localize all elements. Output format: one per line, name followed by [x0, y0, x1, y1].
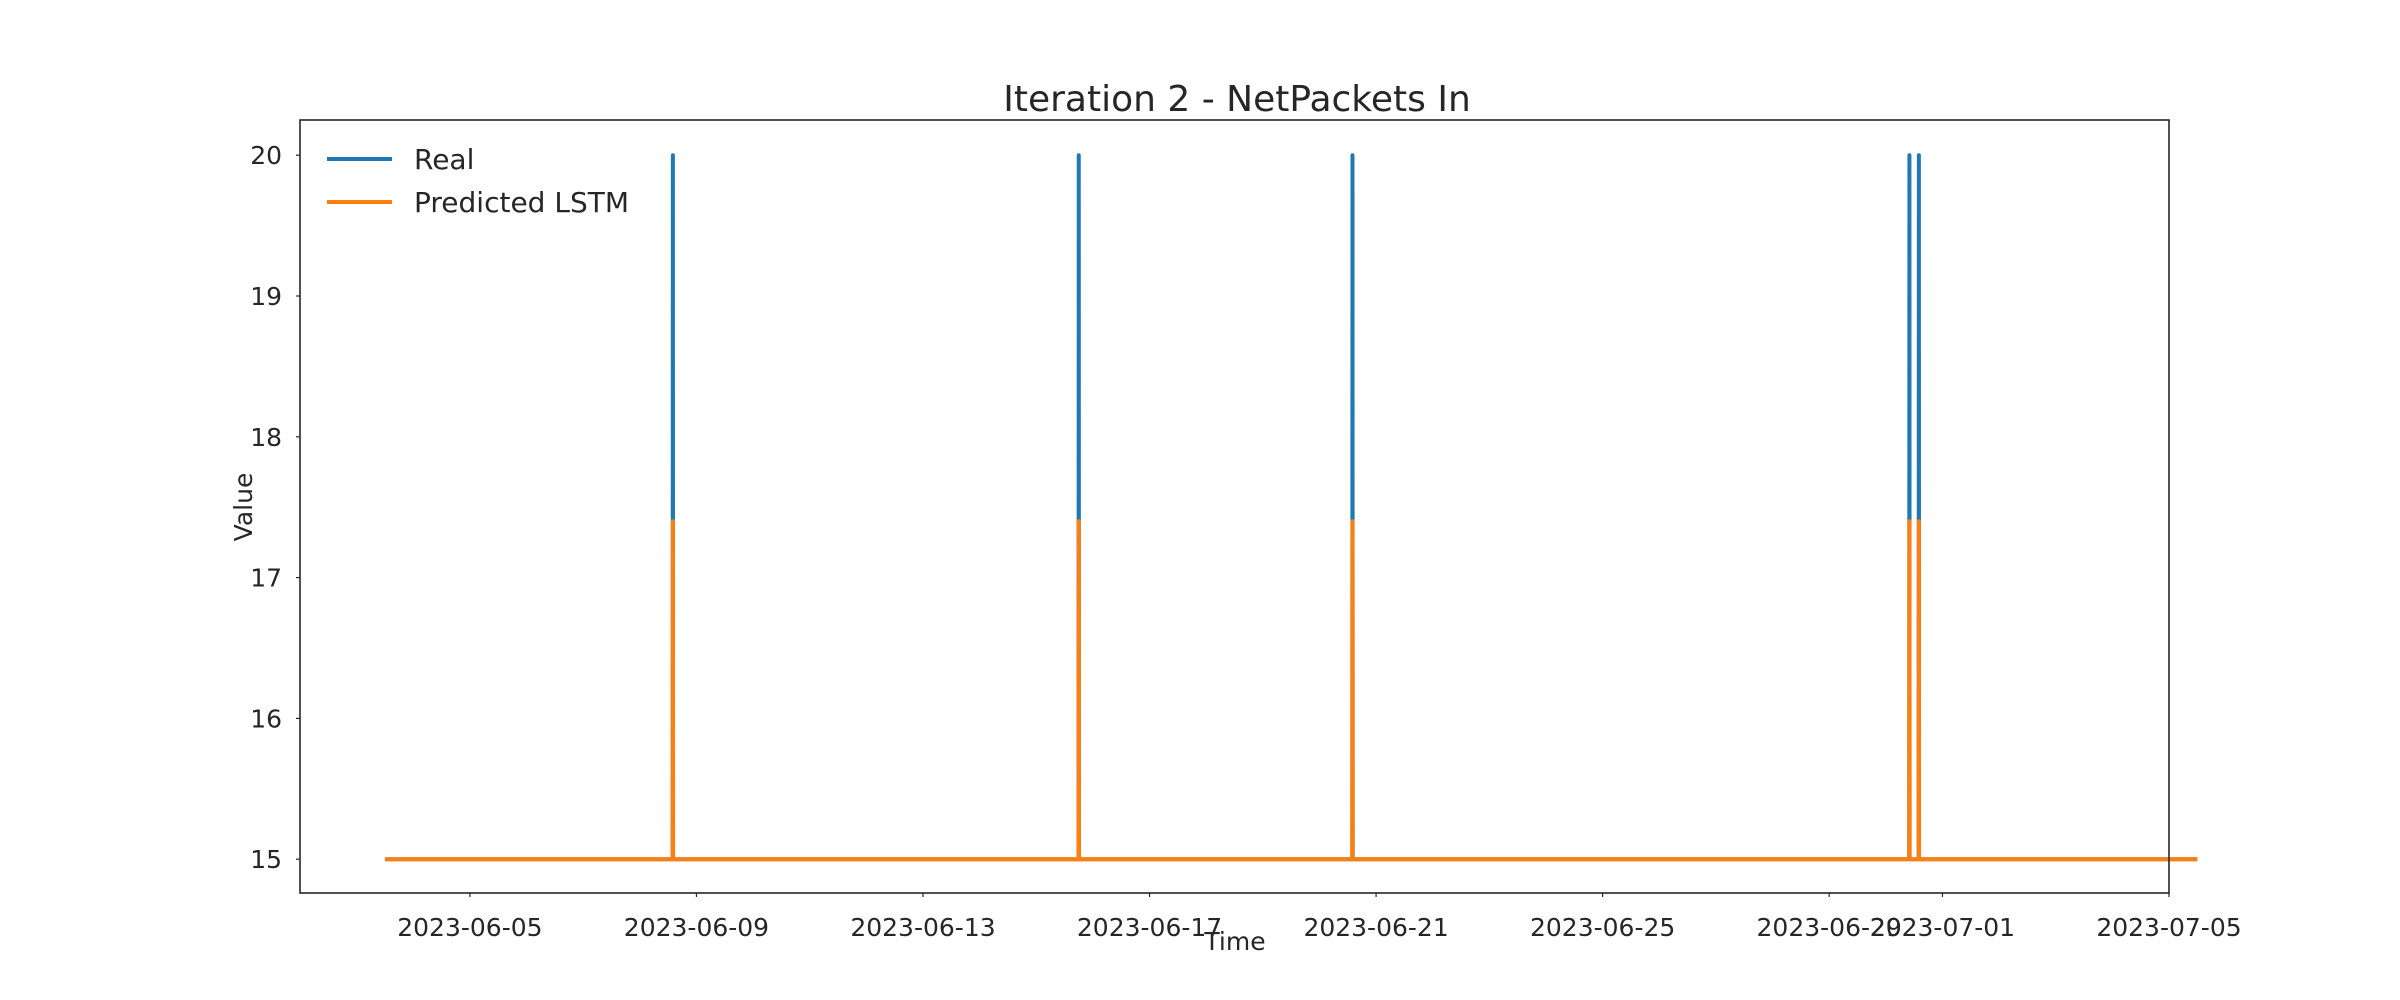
- legend: Real Predicted LSTM: [327, 143, 629, 219]
- x-tick-label: 2023-07-05: [2096, 913, 2241, 942]
- y-tick-label: 20: [250, 141, 282, 170]
- x-axis-label: Time: [1203, 927, 1265, 956]
- y-tick-label: 18: [250, 423, 282, 452]
- x-tick-label: 2023-06-05: [397, 913, 542, 942]
- x-tick-label: 2023-06-29: [1757, 913, 1902, 942]
- x-axis-ticks: 2023-06-05 2023-06-09 2023-06-13 2023-06-17…: [397, 893, 2242, 942]
- x-tick-label: 2023-06-21: [1303, 913, 1448, 942]
- series-line-predicted-lstm: [384, 519, 2198, 862]
- series-line-real: [384, 153, 2198, 862]
- legend-label: Predicted LSTM: [414, 186, 629, 219]
- y-tick-label: 15: [250, 845, 282, 874]
- plot-area: [384, 153, 2198, 862]
- y-tick-label: 19: [250, 282, 282, 311]
- chart-title: Iteration 2 - NetPackets In: [1003, 79, 1471, 120]
- y-axis-label: Value: [229, 473, 258, 542]
- y-tick-label: 16: [250, 704, 282, 733]
- legend-label: Real: [414, 143, 474, 176]
- y-axis-ticks: 15 16 17 18 19 20: [250, 141, 300, 874]
- y-tick-label: 17: [250, 564, 282, 593]
- x-tick-label: 2023-06-17: [1077, 913, 1222, 942]
- x-tick-label: 2023-06-09: [624, 913, 769, 942]
- plot-frame: [299, 119, 2170, 894]
- x-tick-label: 2023-07-01: [1870, 913, 2015, 942]
- x-tick-label: 2023-06-13: [850, 913, 995, 942]
- x-tick-label: 2023-06-25: [1530, 913, 1675, 942]
